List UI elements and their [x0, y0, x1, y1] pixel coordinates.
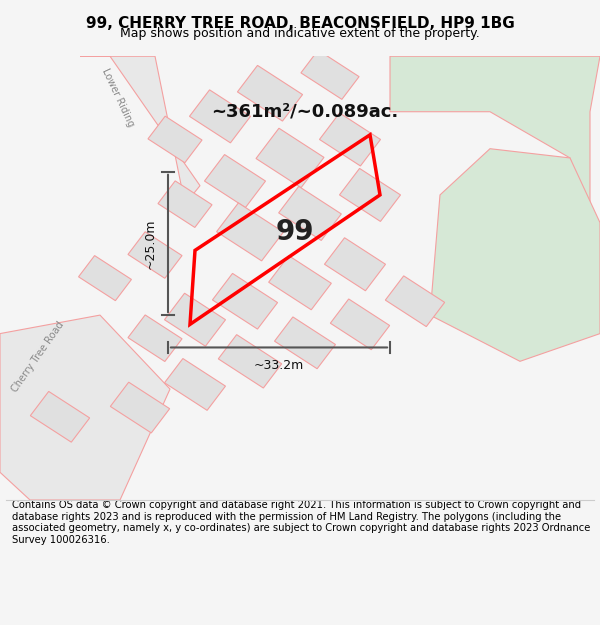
Text: Lower Riding: Lower Riding	[100, 67, 136, 129]
Polygon shape	[218, 334, 282, 388]
Text: 99, CHERRY TREE ROAD, BEACONSFIELD, HP9 1BG: 99, CHERRY TREE ROAD, BEACONSFIELD, HP9 …	[86, 16, 514, 31]
Polygon shape	[340, 168, 401, 221]
Polygon shape	[164, 293, 226, 346]
Text: ~33.2m: ~33.2m	[254, 359, 304, 372]
Polygon shape	[212, 273, 278, 329]
Polygon shape	[79, 256, 131, 301]
Polygon shape	[190, 90, 251, 143]
Polygon shape	[217, 203, 283, 261]
Polygon shape	[80, 56, 200, 204]
Polygon shape	[164, 359, 226, 411]
Polygon shape	[256, 128, 324, 188]
Polygon shape	[301, 50, 359, 99]
Polygon shape	[148, 116, 202, 162]
Polygon shape	[269, 256, 331, 310]
Polygon shape	[319, 113, 380, 166]
Polygon shape	[331, 299, 389, 350]
Polygon shape	[390, 56, 600, 222]
Polygon shape	[275, 317, 335, 369]
Text: Cherry Tree Road: Cherry Tree Road	[10, 319, 66, 394]
Polygon shape	[0, 315, 170, 500]
Polygon shape	[278, 186, 341, 241]
Text: Map shows position and indicative extent of the property.: Map shows position and indicative extent…	[120, 28, 480, 41]
Text: 99: 99	[276, 218, 314, 246]
Text: ~361m²/~0.089ac.: ~361m²/~0.089ac.	[211, 102, 398, 121]
Polygon shape	[205, 154, 266, 208]
Text: ~25.0m: ~25.0m	[143, 218, 157, 269]
Polygon shape	[110, 382, 170, 433]
Polygon shape	[238, 66, 302, 121]
Polygon shape	[158, 181, 212, 228]
Polygon shape	[128, 232, 182, 278]
Polygon shape	[430, 149, 600, 361]
Polygon shape	[128, 315, 182, 361]
Polygon shape	[325, 238, 386, 291]
Polygon shape	[31, 391, 89, 442]
Text: Contains OS data © Crown copyright and database right 2021. This information is : Contains OS data © Crown copyright and d…	[12, 500, 590, 545]
Polygon shape	[385, 276, 445, 327]
